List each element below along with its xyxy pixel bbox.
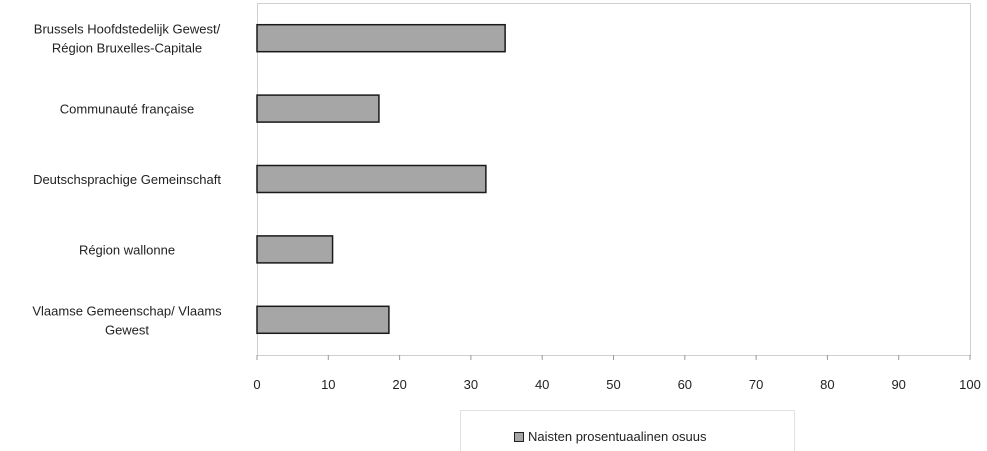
x-tick-label: 70 (749, 377, 763, 392)
category-label-line: Brussels Hoofdstedelijk Gewest/ (34, 22, 221, 37)
x-tick-label: 90 (891, 377, 905, 392)
bar (256, 305, 390, 335)
category-label: Région wallonne (79, 242, 175, 257)
x-tick-label: 100 (959, 377, 981, 392)
category-label: Communauté française (60, 102, 194, 117)
bar (256, 235, 334, 264)
category-label-line: Vlaamse Gemeenschap/ Vlaams (32, 303, 222, 318)
bar (256, 94, 380, 123)
category-label: Brussels Hoofdstedelijk Gewest/Région Br… (34, 22, 221, 56)
category-label-line: Gewest (105, 322, 149, 337)
x-tick-label: 30 (464, 377, 478, 392)
x-tick-label: 20 (392, 377, 406, 392)
category-label-line: Communauté française (60, 102, 194, 117)
legend: Naisten prosentuaalinen osuus (460, 410, 795, 451)
bar (256, 164, 487, 194)
category-label: Vlaamse Gemeenschap/ Vlaams Gewest (32, 303, 222, 337)
category-label: Deutschsprachige Gemeinschaft (33, 172, 221, 187)
x-tick-label: 10 (321, 377, 335, 392)
x-tick-label: 60 (678, 377, 692, 392)
category-label-line: Deutschsprachige Gemeinschaft (33, 172, 221, 187)
legend-swatch (514, 431, 524, 442)
category-label-line: Région Bruxelles-Capitale (52, 41, 202, 56)
legend-label: Naisten prosentuaalinen osuus (528, 429, 707, 444)
x-tick-label: 80 (820, 377, 834, 392)
x-tick-label: 40 (535, 377, 549, 392)
x-tick-label: 0 (253, 377, 260, 392)
x-tick-label: 50 (606, 377, 620, 392)
category-label-line: Région wallonne (79, 242, 175, 257)
bar (256, 23, 506, 53)
